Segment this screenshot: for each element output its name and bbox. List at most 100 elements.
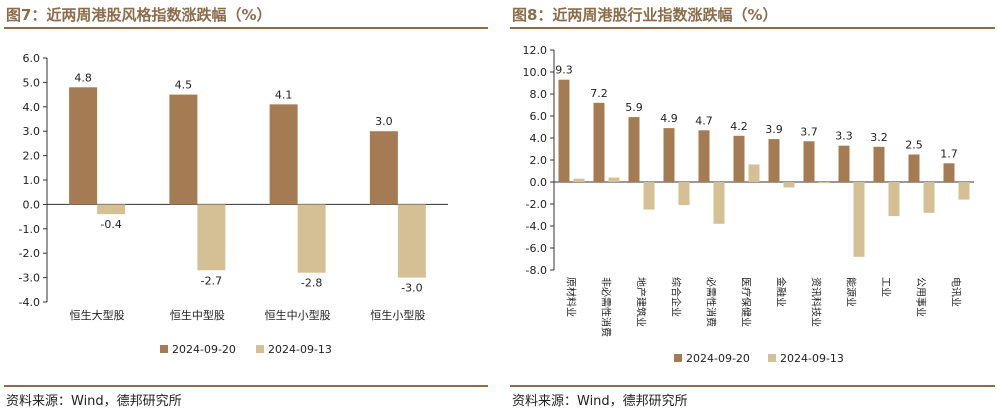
bar-2024-09-20 bbox=[838, 145, 850, 182]
data-label: 1.7 bbox=[940, 147, 958, 160]
y-tick-label: 12.0 bbox=[523, 44, 548, 57]
bar-2024-09-20 bbox=[908, 154, 920, 182]
bar-2024-09-20 bbox=[169, 94, 198, 205]
data-label: 4.9 bbox=[660, 112, 678, 125]
bar-2024-09-20 bbox=[558, 79, 570, 182]
figure-title: 图7：近两周港股风格指数涨跌幅（%） bbox=[6, 6, 272, 24]
category-label: 金融业 bbox=[775, 277, 788, 307]
bar-2024-09-13 bbox=[783, 182, 795, 188]
bar-2024-09-20 bbox=[628, 117, 640, 182]
y-tick-label: 4.0 bbox=[530, 132, 548, 145]
bar-2024-09-20 bbox=[803, 141, 815, 182]
category-label: 恒生大型股 bbox=[70, 308, 125, 322]
data-label: 3.7 bbox=[800, 125, 818, 138]
bar-2024-09-13 bbox=[853, 182, 865, 257]
category-label: 公用事业 bbox=[915, 277, 928, 317]
bar-2024-09-20 bbox=[873, 146, 885, 182]
bar-2024-09-20 bbox=[698, 130, 710, 182]
legend-label: 2024-09-20 bbox=[686, 352, 750, 365]
legend-swatch bbox=[160, 345, 168, 353]
source-divider bbox=[4, 385, 488, 387]
data-label: 4.1 bbox=[275, 88, 293, 101]
y-tick-label: 1.0 bbox=[23, 174, 41, 187]
data-label: 4.7 bbox=[695, 114, 713, 127]
category-label: 医疗保健业 bbox=[740, 277, 753, 327]
bar-2024-09-20 bbox=[943, 163, 955, 182]
y-tick-label: -6.0 bbox=[526, 242, 547, 255]
legend-label: 2024-09-13 bbox=[268, 343, 332, 356]
bar-2024-09-13 bbox=[818, 182, 830, 184]
y-tick-label: 2.0 bbox=[530, 154, 548, 167]
y-tick-label: 10.0 bbox=[523, 66, 548, 79]
data-label: -3.0 bbox=[401, 282, 422, 295]
data-label: -2.7 bbox=[201, 274, 222, 287]
bar-2024-09-13 bbox=[958, 182, 970, 200]
style-index-bar-chart: 6.0 5.0 4.0 3.0 2.0 1.0 0.0 -1.0 -2.0 -3.0 -4.0 4.8… bbox=[19, 52, 448, 356]
bar-2024-09-13 bbox=[678, 182, 690, 206]
y-tick-label: 6.0 bbox=[530, 110, 548, 123]
bar-2024-09-13 bbox=[573, 178, 585, 182]
category-label: 电讯业 bbox=[950, 277, 963, 307]
y-tick-label: 8.0 bbox=[530, 88, 548, 101]
data-label: 2.5 bbox=[905, 139, 923, 152]
y-tick-label: 3.0 bbox=[23, 125, 41, 138]
data-label: 5.9 bbox=[625, 101, 643, 114]
y-tick-label: 5.0 bbox=[23, 76, 41, 89]
category-label: 恒生中型股 bbox=[170, 308, 225, 322]
category-label: 恒生中小型股 bbox=[265, 308, 331, 322]
data-label: 4.8 bbox=[74, 71, 92, 84]
y-tick-label: -1.0 bbox=[19, 223, 40, 236]
y-tick-label: 6.0 bbox=[23, 52, 41, 65]
bar-2024-09-13 bbox=[297, 204, 326, 273]
y-tick-label: -4.0 bbox=[526, 220, 547, 233]
legend-swatch bbox=[256, 345, 264, 353]
bar-2024-09-20 bbox=[768, 139, 780, 182]
bar-2024-09-13 bbox=[197, 204, 226, 271]
category-label: 恒生小型股 bbox=[370, 308, 425, 322]
source-note: 资料来源：Wind，德邦研究所 bbox=[6, 394, 182, 409]
bar-2024-09-20 bbox=[69, 87, 98, 205]
industry-index-bar-chart: 12.0 10.0 8.0 6.0 4.0 2.0 0.0 -2.0 -4.0 -6.0 -8.0 9… bbox=[523, 44, 974, 365]
legend-label: 2024-09-20 bbox=[172, 343, 236, 356]
legend-label: 2024-09-13 bbox=[780, 352, 844, 365]
figure-8-panel: 图8：近两周港股行业指数涨跌幅（%） 12.0 10.0 8.0 6.0 4.0 2.0 0… bbox=[506, 0, 997, 416]
legend-swatch bbox=[674, 354, 682, 362]
data-label: 3.0 bbox=[375, 115, 393, 128]
source-note: 资料来源：Wind，德邦研究所 bbox=[512, 394, 688, 409]
figure-7-panel: 图7：近两周港股风格指数涨跌幅（%） 6.0 5.0 4.0 3.0 2.0 1.0 0.0… bbox=[0, 0, 490, 416]
y-tick-label: -8.0 bbox=[526, 264, 547, 277]
bar-2024-09-13 bbox=[643, 182, 655, 210]
y-tick-label: -3.0 bbox=[19, 272, 40, 285]
bar-2024-09-20 bbox=[369, 131, 398, 205]
legend-swatch bbox=[768, 354, 776, 362]
data-label: 3.9 bbox=[765, 123, 783, 136]
bar-2024-09-13 bbox=[923, 182, 935, 213]
bar-2024-09-20 bbox=[269, 104, 298, 205]
bar-2024-09-13 bbox=[397, 204, 426, 278]
y-tick-label: 4.0 bbox=[23, 101, 41, 114]
category-label: 地产建筑业 bbox=[635, 277, 648, 327]
bar-2024-09-13 bbox=[97, 204, 126, 215]
data-label: 4.2 bbox=[730, 120, 748, 133]
data-label: 3.3 bbox=[835, 130, 853, 143]
data-label: 4.5 bbox=[175, 79, 193, 92]
y-tick-label: -2.0 bbox=[526, 198, 547, 211]
y-tick-label: 0.0 bbox=[530, 176, 548, 189]
category-label: 能源业 bbox=[845, 277, 858, 307]
category-label: 非必需性消费 bbox=[600, 277, 613, 337]
data-label: 9.3 bbox=[555, 64, 573, 77]
category-label: 原材料业 bbox=[565, 277, 578, 317]
bar-2024-09-20 bbox=[663, 128, 675, 182]
category-label: 资讯科技业 bbox=[810, 277, 823, 327]
data-label: -0.4 bbox=[100, 218, 121, 231]
bar-2024-09-13 bbox=[713, 182, 725, 224]
y-tick-label: -4.0 bbox=[19, 296, 40, 309]
y-tick-label: -2.0 bbox=[19, 247, 40, 260]
title-divider bbox=[4, 27, 488, 29]
data-label: 7.2 bbox=[590, 87, 608, 100]
category-label: 必需性消费 bbox=[705, 277, 718, 327]
category-label: 综合企业 bbox=[670, 277, 683, 317]
figure-title: 图8：近两周港股行业指数涨跌幅（%） bbox=[512, 6, 778, 24]
bar-2024-09-20 bbox=[593, 102, 605, 182]
bar-2024-09-13 bbox=[888, 182, 900, 217]
